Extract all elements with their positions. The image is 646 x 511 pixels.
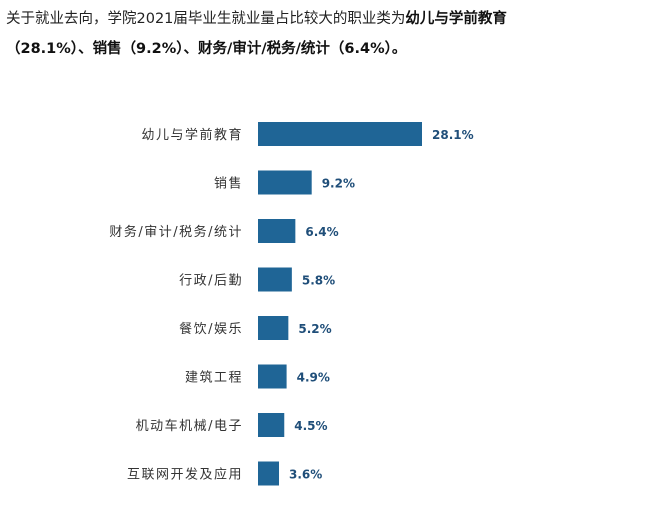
intro-sep1: 、 <box>78 41 93 57</box>
value-label: 4.5% <box>294 419 327 433</box>
bar <box>258 461 280 486</box>
bar <box>258 267 292 292</box>
category-label: 财务/审计/税务/统计 <box>109 224 243 240</box>
intro-top1-value: （28.1%） <box>6 41 79 57</box>
bar <box>258 316 289 340</box>
intro-prefix: 关于就业去向，学院2021届毕业生就业量占比较大的职业类为 <box>6 11 406 27</box>
category-label: 互联网开发及应用 <box>127 467 243 483</box>
category-label: 机动车机械/电子 <box>136 418 243 434</box>
bar <box>258 170 312 195</box>
intro-top1: 幼儿与学前教育 <box>405 11 507 27</box>
value-label: 6.4% <box>305 225 338 239</box>
bar <box>258 122 422 146</box>
category-label: 幼儿与学前教育 <box>141 127 243 143</box>
intro-top3: 财务/审计/税务/统计 <box>198 41 330 57</box>
category-label: 销售 <box>214 176 243 192</box>
value-label: 4.9% <box>297 371 330 385</box>
value-label: 28.1% <box>432 128 474 142</box>
intro-suffix: 。 <box>391 41 407 57</box>
intro-top3-value: （6.4%） <box>329 41 392 57</box>
value-label: 9.2% <box>322 177 355 191</box>
intro-sep2: 、 <box>183 41 199 57</box>
value-label: 5.2% <box>298 322 331 336</box>
category-label: 餐饮/娱乐 <box>179 321 243 337</box>
category-label: 建筑工程 <box>185 370 243 386</box>
intro-paragraph: 关于就业去向，学院2021届毕业生就业量占比较大的职业类为幼儿与学前教育 （28… <box>6 4 642 64</box>
value-label: 5.8% <box>302 274 335 288</box>
category-label: 行政/后勤 <box>179 274 243 289</box>
value-label: 3.6% <box>289 468 322 482</box>
bar <box>258 219 296 243</box>
bar <box>258 413 285 437</box>
bar <box>258 364 287 389</box>
intro-top2: 销售 <box>92 41 122 57</box>
intro-top2-value: （9.2%） <box>121 41 184 57</box>
